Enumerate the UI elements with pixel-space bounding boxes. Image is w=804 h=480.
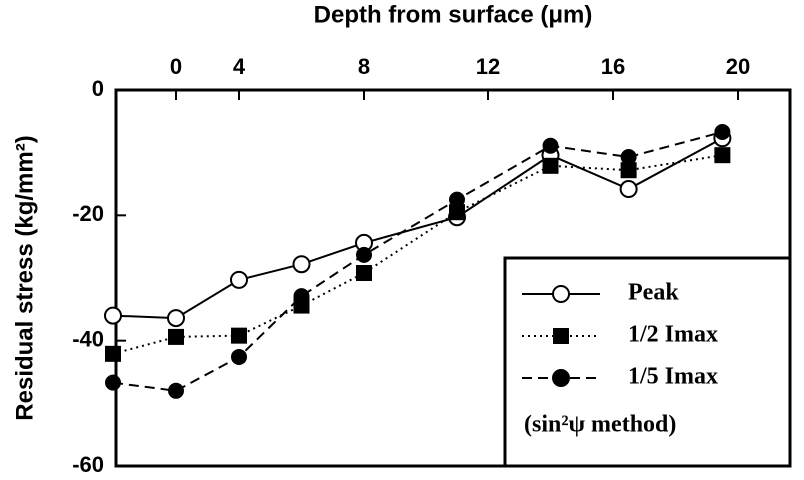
series-line bbox=[112, 154, 723, 355]
marker bbox=[620, 162, 637, 179]
marker bbox=[168, 328, 184, 345]
x-tick-label: 4 bbox=[233, 54, 246, 79]
y-tick-label: -60 bbox=[72, 452, 104, 477]
marker bbox=[168, 382, 184, 399]
marker bbox=[714, 123, 731, 140]
legend-label: 1/2 Imax bbox=[628, 322, 718, 348]
legend-marker bbox=[553, 328, 569, 344]
legend-marker bbox=[552, 369, 570, 387]
legend-marker bbox=[552, 285, 570, 303]
marker bbox=[542, 157, 559, 174]
marker bbox=[542, 137, 559, 154]
annotation: (sin²ψ method) bbox=[524, 412, 676, 438]
y-tick-label: -40 bbox=[72, 326, 104, 351]
x-tick-label: 8 bbox=[358, 54, 370, 79]
x-tick-label: 0 bbox=[170, 54, 182, 79]
legend-label: 1/5 Imax bbox=[628, 364, 718, 390]
marker bbox=[449, 191, 465, 208]
x-tick-label: 16 bbox=[601, 54, 625, 79]
marker bbox=[714, 147, 731, 164]
marker bbox=[230, 270, 248, 289]
marker bbox=[356, 246, 372, 263]
marker bbox=[104, 306, 122, 325]
legend-box bbox=[503, 256, 792, 468]
marker bbox=[449, 204, 465, 221]
y-axis-label: Residual stress (kg/mm²) bbox=[11, 135, 38, 420]
x-tick-label: 20 bbox=[726, 54, 750, 79]
marker bbox=[231, 348, 247, 365]
marker bbox=[356, 264, 372, 281]
marker bbox=[619, 180, 638, 199]
marker bbox=[167, 309, 185, 328]
marker bbox=[292, 255, 311, 274]
marker bbox=[293, 288, 310, 305]
marker bbox=[105, 374, 121, 391]
marker bbox=[231, 327, 247, 344]
legend-label: Peak bbox=[628, 280, 679, 306]
x-tick-label: 12 bbox=[476, 54, 500, 79]
marker bbox=[105, 345, 121, 362]
y-tick-label: -20 bbox=[72, 201, 104, 226]
y-tick-label: 0 bbox=[92, 76, 104, 101]
marker bbox=[620, 149, 637, 166]
x-axis-label: Depth from surface (μm) bbox=[314, 1, 593, 28]
